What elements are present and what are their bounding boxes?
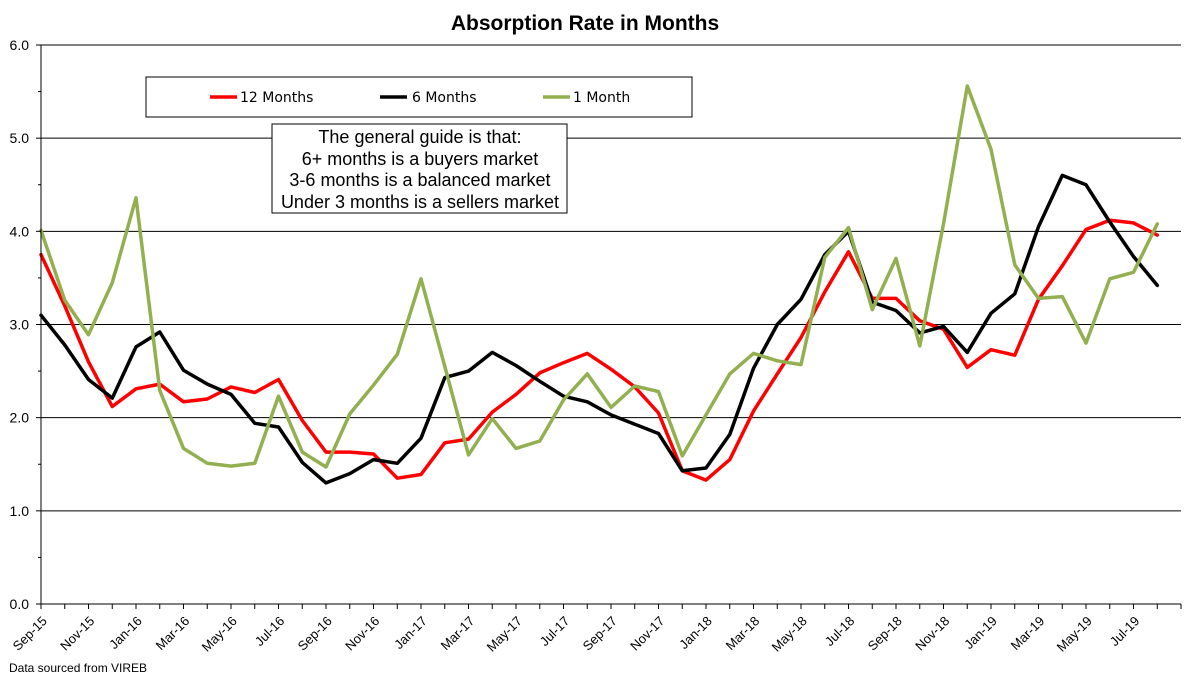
x-tick-label: Jan-18	[676, 613, 715, 652]
x-tick-label: Mar-19	[1008, 613, 1048, 653]
source-note: Data sourced from VIREB	[9, 661, 147, 675]
y-tick-label: 1.0	[10, 503, 30, 519]
y-tick-label: 2.0	[10, 410, 30, 426]
x-tick-label: May-19	[1054, 613, 1095, 654]
chart-title: Absorption Rate in Months	[451, 12, 719, 35]
x-tick-label: Jan-19	[961, 613, 1000, 652]
annotation-line-4: Under 3 months is a sellers market	[281, 192, 559, 212]
annotation-box: The general guide is that: 6+ months is …	[271, 123, 568, 214]
x-tick-label: Nov-18	[912, 613, 952, 653]
y-tick-label: 3.0	[10, 317, 30, 333]
x-tick-label: May-17	[484, 613, 525, 654]
legend-label-1-month: 1 Month	[573, 90, 630, 106]
x-tick-label: Jul-16	[252, 613, 288, 649]
x-tick-label: Mar-16	[153, 613, 193, 653]
annotation-line-1: The general guide is that:	[318, 127, 521, 147]
x-tick-label: May-16	[199, 613, 240, 654]
legend: 12 Months 6 Months 1 Month	[145, 76, 693, 118]
legend-label-12-months: 12 Months	[240, 90, 313, 106]
x-tick-label: Mar-18	[723, 613, 763, 653]
series-line-12-months	[39, 218, 1160, 482]
x-tick-label: Mar-17	[438, 613, 478, 653]
x-tick-label: Nov-15	[57, 613, 97, 653]
x-tick-label: Jul-19	[1107, 613, 1143, 649]
x-tick-label: Sep-18	[865, 613, 905, 653]
x-tick-label: Sep-16	[295, 613, 335, 653]
annotation-frame	[271, 123, 568, 214]
x-tick-label: Sep-15	[10, 613, 50, 653]
x-tick-label: Jul-17	[537, 613, 573, 649]
x-tick-label: Nov-16	[342, 613, 382, 653]
y-tick-label: 6.0	[10, 37, 30, 53]
x-tick-label: Nov-17	[627, 613, 667, 653]
series-line-1-month	[39, 84, 1160, 469]
annotation-line-3: 3-6 months is a balanced market	[289, 170, 550, 190]
x-tick-label: May-18	[769, 613, 810, 654]
legend-label-6-months: 6 Months	[412, 90, 477, 106]
annotation-line-2: 6+ months is a buyers market	[302, 149, 539, 169]
series-line-6-months	[39, 173, 1160, 485]
x-tick-labels: Sep-15 Nov-15 Jan-16 Mar-16 May-16 Jul-16 Sep-…	[10, 604, 1182, 655]
y-tick-label: 5.0	[10, 130, 30, 146]
y-tick-label: 0.0	[10, 596, 30, 612]
x-tick-label: Jan-17	[391, 613, 430, 652]
series-lines	[39, 84, 1160, 485]
x-tick-label: Jan-16	[106, 613, 145, 652]
x-tick-label: Jul-18	[822, 613, 858, 649]
x-tick-label: Sep-17	[580, 613, 620, 653]
y-tick-labels: 0.0 1.0 2.0 3.0 4.0 5.0 6.0	[10, 37, 41, 612]
gridlines	[41, 44, 1181, 512]
y-tick-label: 4.0	[10, 223, 30, 239]
